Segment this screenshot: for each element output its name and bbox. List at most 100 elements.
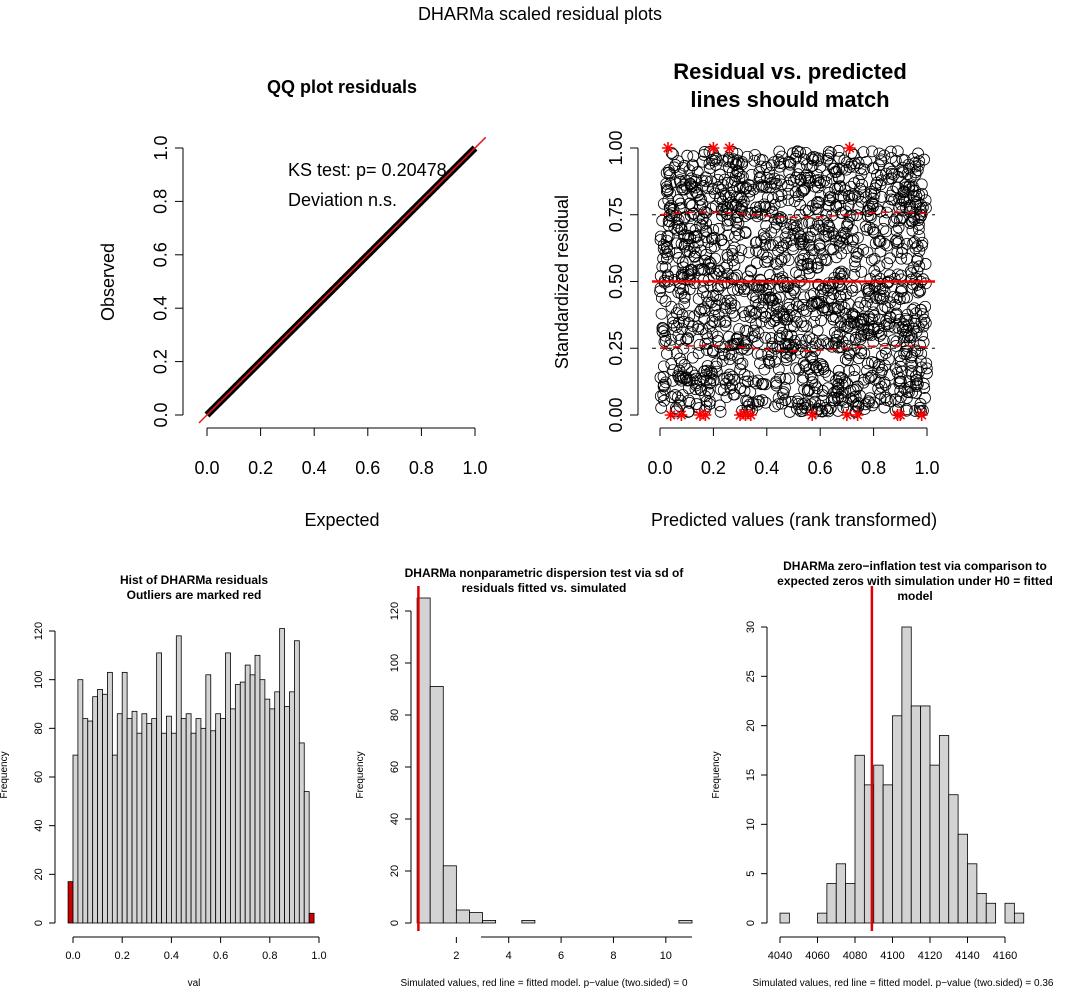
- resid-point: [766, 192, 779, 204]
- resid-point: [865, 254, 878, 266]
- resid-point: [882, 353, 895, 366]
- resid-point: [732, 251, 745, 264]
- resid-point: [725, 272, 738, 285]
- qq-y-tick-label: 1.0: [151, 135, 171, 160]
- resid-point: [675, 181, 688, 194]
- resid-point: [913, 260, 926, 273]
- resid-point: [832, 144, 845, 157]
- resid-point: [914, 285, 926, 298]
- resid-point: [873, 289, 886, 302]
- hist-title: Hist of DHARMa residuals: [120, 573, 268, 587]
- resid-x-tick-label: 0.6: [808, 458, 833, 478]
- resid-point: [809, 337, 822, 350]
- resid-point: [821, 382, 834, 395]
- resid-point: [917, 273, 929, 286]
- hist-bar: [161, 732, 167, 924]
- resid-point: [885, 193, 898, 206]
- resid-point: [811, 203, 824, 216]
- resid-point: [896, 165, 909, 178]
- resid-point: [686, 351, 699, 364]
- resid-point: [795, 230, 807, 243]
- resid-point: [826, 340, 838, 353]
- resid-point: [681, 332, 694, 345]
- resid-point: [665, 358, 678, 370]
- resid-point: [748, 279, 761, 292]
- resid-point: [839, 205, 852, 218]
- hist-y-label: Frequency: [0, 751, 10, 798]
- qq-y-tick-label: 0.0: [151, 402, 171, 427]
- resid-point: [773, 321, 785, 334]
- resid-point: [764, 238, 777, 251]
- resid-point: [718, 173, 731, 186]
- zeroinfl-x-tick-label: 4140: [955, 950, 979, 962]
- resid-point: [698, 302, 711, 315]
- resid-point: [821, 154, 833, 167]
- resid-point: [920, 362, 933, 375]
- deviation-annotation: Deviation n.s.: [288, 190, 397, 210]
- resid-point: [848, 160, 860, 173]
- resid-point: [816, 248, 829, 260]
- zeroinfl-bar: [957, 833, 968, 924]
- resid-point: [896, 153, 909, 166]
- resid-point: [819, 253, 832, 266]
- resid-point: [707, 346, 719, 358]
- resid-point: [850, 251, 863, 263]
- resid-point: [676, 256, 689, 269]
- zeroinfl-bar: [1004, 902, 1015, 924]
- resid-point: [770, 273, 783, 286]
- resid-point: [847, 233, 860, 246]
- resid-point: [678, 183, 691, 196]
- resid-point: [916, 239, 928, 252]
- resid-point: [698, 263, 711, 276]
- zeroinfl-title: expected zeros with simulation under H0 …: [777, 574, 1053, 588]
- resid-point: [862, 372, 875, 385]
- resid-point: [723, 353, 736, 366]
- zeroinfl-title: model: [897, 589, 932, 603]
- resid-point: [828, 162, 841, 175]
- resid-point: [714, 315, 726, 328]
- zeroinfl-x-tick-label: 4040: [768, 950, 792, 962]
- qq-x-tick-label: 0.2: [248, 458, 273, 478]
- resid-point: [831, 302, 844, 315]
- resid-point: [750, 291, 763, 304]
- resid-point: [775, 195, 787, 208]
- resid-point: [909, 378, 922, 391]
- resid-point: [679, 256, 692, 268]
- resid-outlier-point: [840, 409, 853, 421]
- dispersion-bar: [469, 912, 483, 924]
- resid-point: [888, 215, 900, 228]
- resid-point: [668, 273, 681, 286]
- resid-point: [889, 298, 902, 311]
- resid-point: [849, 333, 862, 346]
- resid-point: [853, 316, 866, 328]
- resid-point: [664, 187, 677, 200]
- resid-point: [825, 310, 838, 323]
- resid-point: [669, 389, 682, 401]
- resid-point: [862, 287, 875, 300]
- resid-point: [781, 330, 794, 343]
- hist-bar: [82, 718, 89, 924]
- resid-point: [695, 193, 708, 206]
- resid-point: [844, 384, 857, 397]
- resid-point: [750, 306, 763, 319]
- hist-bar: [264, 698, 271, 924]
- hist-y-tick-label: 0: [33, 920, 45, 926]
- resid-point: [873, 147, 886, 160]
- resid-point: [776, 388, 789, 400]
- resid-point: [743, 246, 755, 259]
- resid-point: [859, 299, 872, 312]
- dispersion-title: DHARMa nonparametric dispersion test via…: [405, 566, 685, 580]
- resid-point: [704, 262, 717, 275]
- resid-point: [704, 320, 716, 333]
- resid-point: [910, 190, 923, 202]
- resid-point: [665, 333, 678, 346]
- resid-point: [700, 217, 713, 230]
- resid-point: [895, 391, 907, 404]
- resid-point: [787, 282, 800, 295]
- resid-point: [836, 394, 849, 406]
- hist-bar: [156, 652, 162, 924]
- resid-point: [719, 314, 732, 327]
- qq-x-tick-label: 0.8: [409, 458, 434, 478]
- resid-point: [790, 266, 802, 279]
- resid-point: [777, 239, 790, 252]
